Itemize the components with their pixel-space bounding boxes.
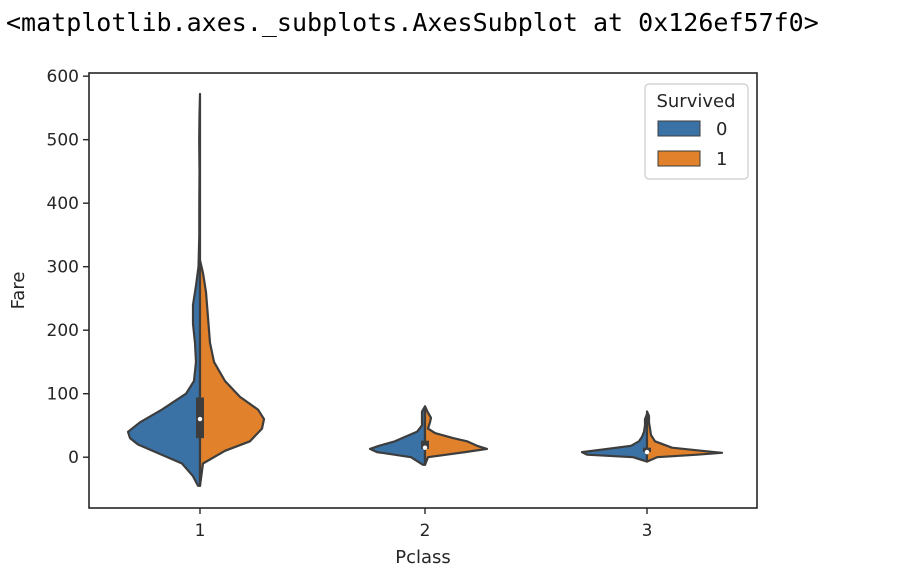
y-tick-label: 100 [47,385,79,405]
y-tick-label: 400 [47,194,79,214]
violins-layer [126,92,724,487]
axes-frame [88,72,758,509]
violin-pclass-1-survived-0 [126,92,202,487]
y-axis: 0 100 200 300 400 500 600 [47,67,89,468]
box-iqr-pclass-3 [643,447,651,453]
violin-pclass-3-survived-1 [645,410,724,463]
x-tick-label: 1 [195,521,206,541]
x-tick-label: 2 [420,521,431,541]
violin-pclass-1-survived-1 [198,259,266,487]
violin-pclass-3-survived-0 [580,412,649,463]
legend: Survived 0 1 [644,83,749,180]
x-tick-label: 3 [642,521,653,541]
box-median-pclass-1 [197,416,203,422]
legend-title: Survived [656,91,735,112]
y-tick-label: 600 [47,67,79,87]
y-axis-label: Fare [8,272,29,310]
x-axis-label: Pclass [395,547,451,568]
legend-label-0: 0 [716,119,727,140]
output-repr-text: <matplotlib.axes._subplots.AxesSubplot a… [6,8,819,37]
y-tick-label: 500 [47,131,79,151]
y-tick-label: 300 [47,258,79,278]
y-tick-label: 200 [47,321,79,341]
legend-swatch-1 [657,150,701,167]
box-iqr-pclass-2 [421,440,429,449]
legend-swatch-0 [657,120,701,137]
box-median-pclass-2 [422,445,428,450]
boxes-layer [196,336,651,486]
violin-pclass-2-survived-1 [423,405,489,466]
x-axis: 1 2 3 [195,508,653,541]
box-median-pclass-3 [644,449,650,455]
legend-label-1: 1 [716,149,727,170]
y-tick-label: 0 [68,448,79,468]
violin-pclass-2-survived-0 [368,405,427,466]
